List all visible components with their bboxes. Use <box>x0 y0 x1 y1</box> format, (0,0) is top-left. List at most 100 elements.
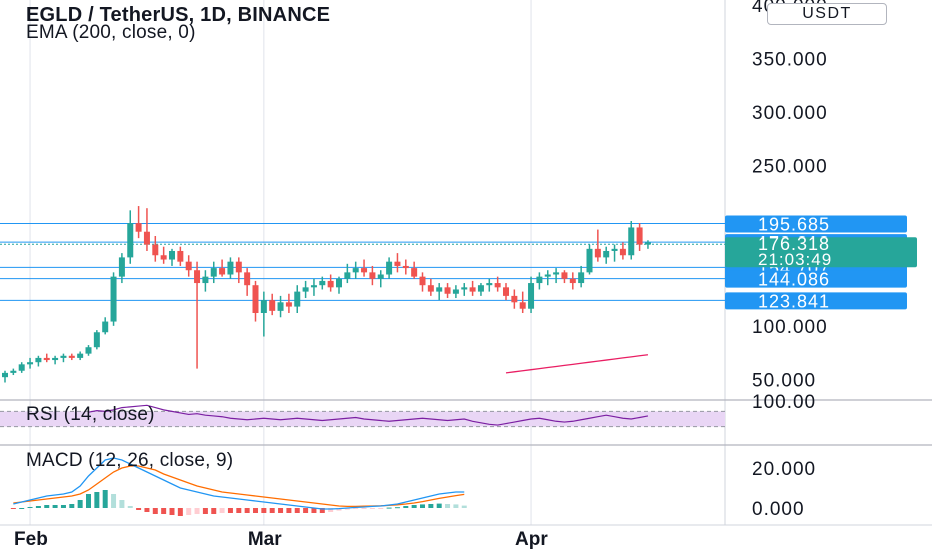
candle-body <box>35 357 42 363</box>
macd-histogram-bar <box>144 508 150 512</box>
candle-body <box>160 255 167 260</box>
macd-histogram-bar <box>319 508 325 513</box>
macd-histogram-bar <box>152 508 158 514</box>
candle-body <box>603 250 610 258</box>
candle-body <box>569 278 576 284</box>
candle-body <box>561 272 568 279</box>
candle-body <box>386 261 393 275</box>
symbol-title: EGLD / TetherUS, 1D, BINANCE <box>26 4 331 26</box>
macd-line <box>13 457 465 510</box>
macd-histogram-bar <box>244 508 250 513</box>
ema-legend: EMA (200, close, 0) <box>26 22 196 43</box>
rsi-line <box>88 404 649 426</box>
macd-histogram-bar <box>161 508 167 514</box>
macd-histogram-bar <box>10 508 16 509</box>
countdown-label: 21:03:49 <box>758 250 832 269</box>
candle-body <box>52 357 59 361</box>
macd-histogram-bar <box>211 508 217 514</box>
candle-body <box>327 280 334 288</box>
candle-body <box>18 364 25 371</box>
price-tick-label: 250.000 <box>752 156 828 177</box>
candle-body <box>411 268 418 277</box>
candle-body <box>102 321 109 333</box>
macd-histogram-bar <box>328 508 334 512</box>
macd-histogram-bar <box>194 508 200 514</box>
macd-histogram-bar <box>453 504 459 508</box>
candle-body <box>252 285 259 313</box>
candle-body <box>636 227 643 245</box>
candle-body <box>93 332 100 348</box>
macd-histogram-bar <box>27 507 33 508</box>
level-label-bg <box>725 215 907 233</box>
level-label-bg <box>725 270 907 288</box>
candle-body <box>461 287 468 290</box>
candle-body <box>594 248 601 258</box>
ema-line <box>505 354 649 374</box>
macd-histogram-bar <box>436 503 442 508</box>
macd-histogram-bar <box>227 508 233 513</box>
price-tick-label: 50.000 <box>752 370 816 391</box>
candle-body <box>110 276 117 322</box>
candle-body <box>519 302 526 309</box>
candle-body <box>202 276 209 284</box>
candle-body <box>377 274 384 279</box>
macd-histogram-bar <box>411 505 417 508</box>
macd-histogram-bar <box>19 508 25 509</box>
macd-histogram-bar <box>361 508 367 509</box>
macd-histogram-bar <box>294 508 300 513</box>
macd-histogram-bar <box>60 505 66 508</box>
candle-body <box>511 295 518 303</box>
candle-body <box>235 261 242 273</box>
candle-body <box>302 287 309 292</box>
candle-body <box>277 302 284 311</box>
level-label: 195.685 <box>758 215 830 235</box>
candle-body <box>553 272 560 275</box>
macd-histogram-bar <box>261 508 267 513</box>
macd-histogram-bar <box>35 506 41 508</box>
candle-body <box>503 287 509 296</box>
candle-body <box>219 268 226 275</box>
macd-histogram-bar <box>344 508 350 510</box>
macd-histogram-bar <box>202 508 208 514</box>
candle-body <box>452 289 459 294</box>
macd-histogram-bar <box>394 507 400 509</box>
candle-body <box>77 353 84 358</box>
candle-body <box>436 287 443 292</box>
candle-body <box>152 244 159 256</box>
macd-histogram-bar <box>461 505 467 508</box>
candle-body <box>611 248 618 251</box>
rsi-tick-label: 100.00 <box>752 392 816 413</box>
macd-histogram-bar <box>127 506 133 508</box>
macd-histogram-bar <box>286 508 292 513</box>
currency-button[interactable]: USDT <box>767 3 887 25</box>
candle-body <box>143 231 150 245</box>
candle-body <box>285 302 292 307</box>
macd-histogram-bar <box>403 506 409 508</box>
candle-body <box>469 287 476 292</box>
candle-body <box>68 355 75 358</box>
candle-body <box>336 278 342 288</box>
candle-body <box>444 287 451 294</box>
macd-histogram-bar <box>278 508 284 513</box>
macd-histogram-bar <box>386 507 392 509</box>
candle-body <box>85 347 92 354</box>
candle-body <box>260 300 267 313</box>
candle-body <box>528 283 535 309</box>
candle-body <box>619 248 626 256</box>
candle-body <box>10 370 17 373</box>
macd-histogram-bar <box>136 508 142 510</box>
macd-histogram-bar <box>94 492 100 508</box>
macd-histogram-bar <box>177 508 183 516</box>
macd-histogram-bar <box>269 508 275 513</box>
macd-histogram-bar <box>111 494 117 508</box>
macd-histogram-bar <box>52 505 58 508</box>
candle-body <box>369 272 376 279</box>
macd-tick-label: 0.000 <box>752 499 805 520</box>
candle-body <box>477 285 484 292</box>
macd-legend: MACD (12, 26, close, 9) <box>26 450 234 471</box>
candle-body <box>344 272 351 279</box>
candle-body <box>135 223 142 232</box>
macd-histogram-bar <box>378 508 384 509</box>
macd-histogram-bar <box>102 490 108 508</box>
